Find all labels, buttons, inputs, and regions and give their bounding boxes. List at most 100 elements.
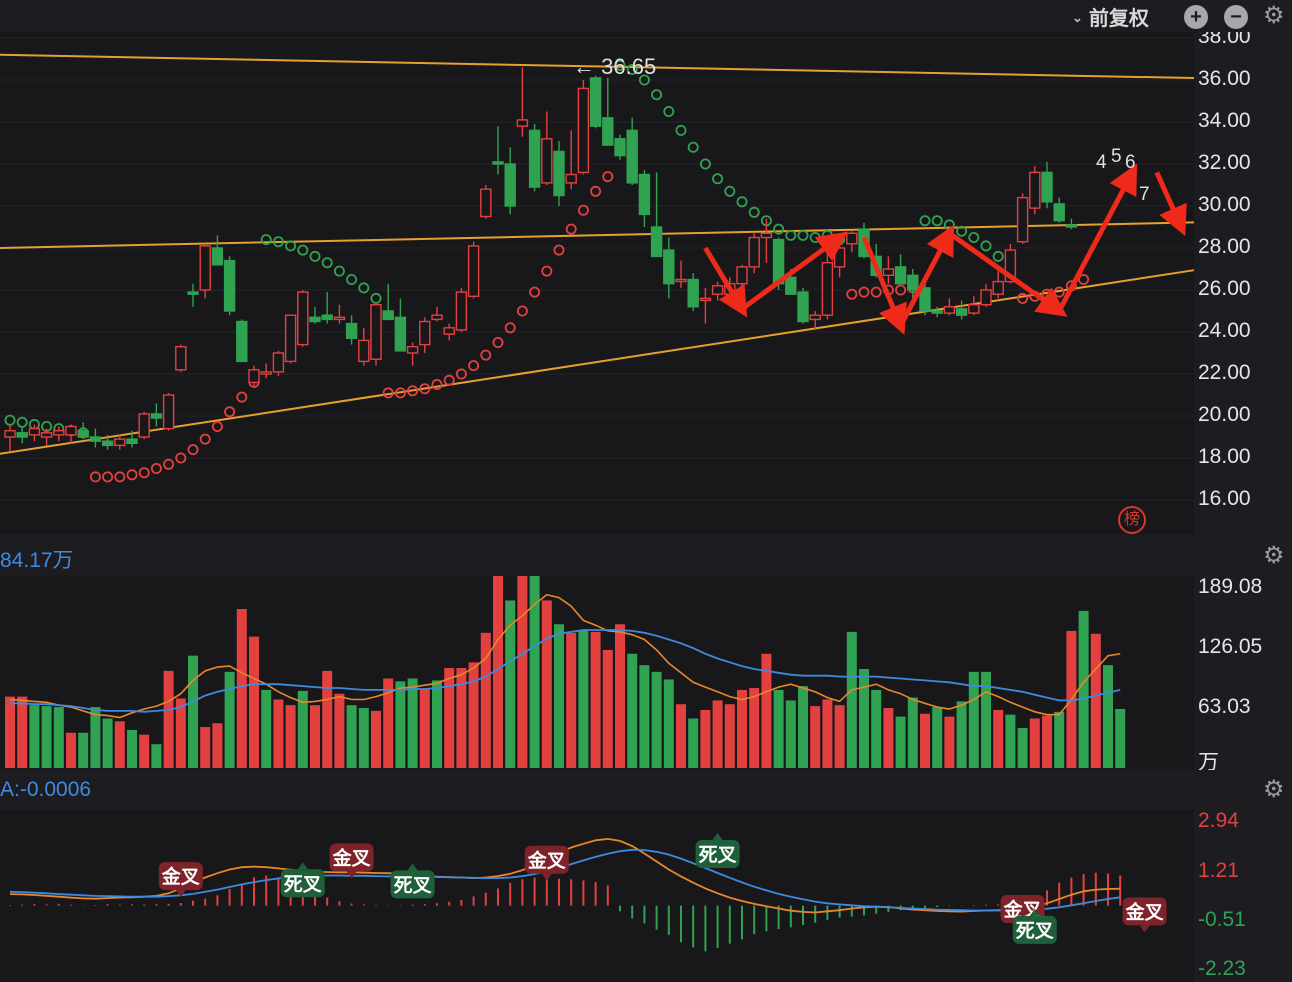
- sar-dot-46: [565, 223, 577, 235]
- candle-body-57: [699, 297, 712, 302]
- candle-78: [955, 300, 968, 320]
- volume-bar-31: [383, 678, 394, 768]
- volume-bar-63: [773, 689, 784, 768]
- price-axis-tick-7: 24.00: [1198, 319, 1251, 342]
- candle-41: [504, 147, 516, 215]
- candle-80: [980, 283, 992, 307]
- candle-86: [1053, 197, 1065, 223]
- macd-value: A:-0.0006: [0, 778, 92, 801]
- candle-body-44: [541, 138, 553, 184]
- volume-axis-tick-1: 126.05: [1198, 635, 1263, 658]
- candle-84: [1029, 166, 1041, 215]
- sar-dot-33: [407, 385, 419, 397]
- sar-dot-14: [175, 452, 187, 464]
- candle-body-46: [565, 173, 577, 184]
- wave-label-5: 5: [1111, 146, 1122, 167]
- candle-21: [260, 363, 272, 379]
- sar-dot-10: [126, 469, 138, 481]
- candle-body-56: [687, 278, 699, 308]
- macd-settings-gear-icon[interactable]: ⚙: [1263, 776, 1285, 803]
- volume-bar-55: [676, 704, 686, 768]
- volume-bar-64: [785, 700, 796, 768]
- zoom-in-icon[interactable]: +: [1184, 5, 1208, 29]
- volume-bar-77: [944, 716, 955, 768]
- candle-61: [748, 233, 760, 274]
- volume-bar-59: [724, 704, 735, 768]
- cross-label-text-2: 金叉: [332, 846, 372, 869]
- macd-pane-bg: [0, 810, 1194, 982]
- candle-body-69: [846, 232, 858, 245]
- candle-body-74: [907, 274, 919, 291]
- price-axis-tick-4: 30.00: [1198, 193, 1251, 216]
- cross-label-pointer-2: [346, 871, 357, 879]
- zoom-out-icon[interactable]: −: [1224, 5, 1248, 29]
- volume-bar-70: [859, 668, 869, 768]
- candle-48: [589, 75, 602, 129]
- volume-bar-84: [1029, 718, 1040, 768]
- volume-bar-73: [895, 716, 906, 768]
- candle-23: [284, 314, 297, 364]
- price-adjust-label: 前复权: [1088, 8, 1149, 30]
- candle-body-51: [626, 129, 638, 184]
- candle-46: [565, 130, 577, 190]
- macd-cross-label-4: 金叉: [524, 845, 569, 881]
- trend-line-1: [0, 221, 1195, 249]
- volume-bar-17: [212, 723, 223, 768]
- candle-5: [65, 424, 77, 444]
- volume-bar-15: [188, 655, 198, 768]
- candle-body-53: [650, 226, 663, 258]
- candle-56: [687, 273, 699, 311]
- candle-17: [211, 235, 224, 266]
- candle-body-68: [833, 247, 846, 268]
- candle-50: [614, 134, 626, 160]
- sar-dot-13: [163, 458, 175, 470]
- price-grid: [0, 37, 1194, 501]
- volume-bar-88: [1078, 610, 1089, 768]
- candle-body-24: [297, 291, 309, 346]
- sar-dot-30: [370, 292, 382, 304]
- volume-bar-60: [737, 689, 747, 768]
- annotation-arrow-6: [1154, 171, 1187, 237]
- candle-69: [846, 231, 858, 253]
- volume-bar-6: [78, 732, 89, 768]
- volume-settings-gear-icon[interactable]: ⚙: [1263, 542, 1285, 569]
- sar-dot-64: [785, 229, 797, 241]
- price-adjust-dropdown[interactable]: ⌄ 前复权: [1072, 2, 1149, 31]
- candle-40: [492, 126, 504, 175]
- sar-dot-18: [224, 406, 236, 418]
- candle-body-10: [126, 438, 138, 445]
- candle-body-9: [114, 438, 126, 447]
- sar-dot-53: [651, 89, 663, 101]
- volume-bar-11: [139, 734, 150, 768]
- macd-cross-label-3: 死叉: [390, 863, 435, 899]
- candle-body-22: [272, 352, 285, 373]
- volume-bar-0: [5, 696, 15, 768]
- candle-body-11: [138, 413, 150, 438]
- volume-bar-34: [419, 688, 430, 768]
- sar-dot-26: [321, 257, 333, 269]
- volume-bar-30: [371, 710, 381, 768]
- sar-dot-45: [553, 244, 565, 256]
- macd-cross-label-7: 死叉: [1012, 908, 1057, 944]
- candle-44: [541, 111, 553, 185]
- candle-body-20: [248, 369, 260, 384]
- candle-12: [150, 403, 163, 427]
- cross-label-text-8: 金叉: [1125, 900, 1165, 923]
- ranking-badge[interactable]: 榜: [1118, 506, 1146, 534]
- candle-body-3: [40, 432, 53, 438]
- volume-bar-80: [981, 671, 991, 768]
- volume-bar-50: [615, 624, 625, 768]
- gear-icon[interactable]: ⚙: [1263, 2, 1285, 29]
- volume-bar-58: [712, 700, 723, 768]
- candle-body-12: [150, 413, 163, 419]
- sar-dot-76: [931, 215, 943, 227]
- sar-dot-21: [260, 234, 272, 246]
- candle-body-79: [968, 304, 980, 314]
- high-price-value: 36.65: [601, 54, 657, 79]
- candle-body-86: [1053, 203, 1065, 222]
- volume-bar-3: [41, 706, 52, 768]
- volume-bar-33: [407, 678, 418, 768]
- candle-0: [4, 424, 16, 452]
- volume-bar-52: [639, 665, 650, 768]
